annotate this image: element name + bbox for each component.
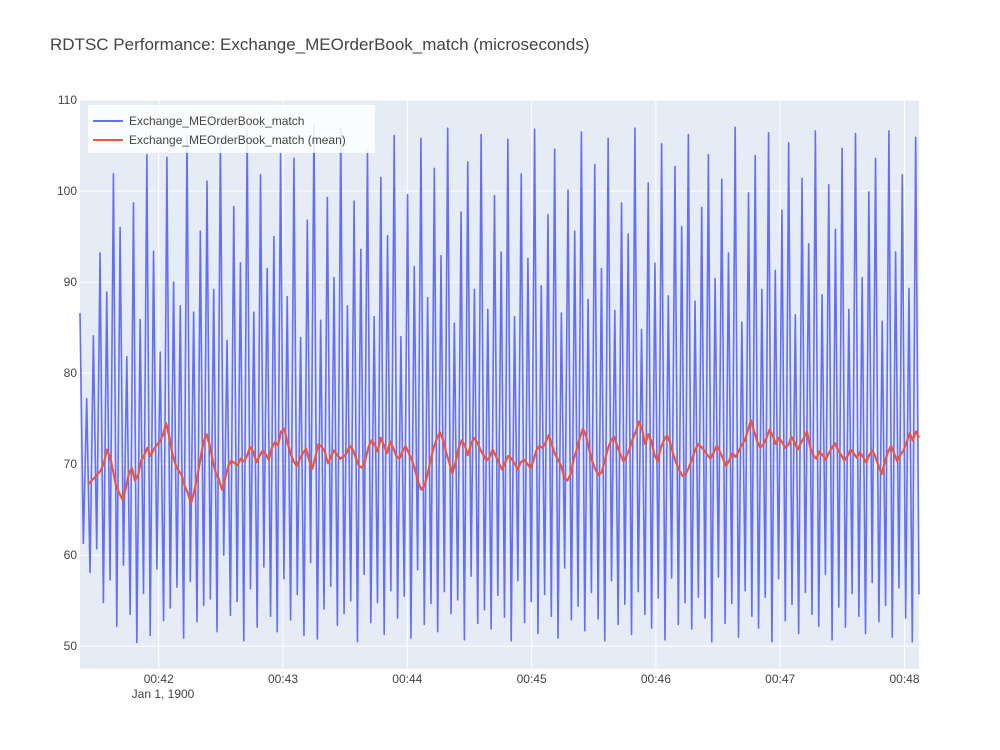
x-tick-label: 00:47 bbox=[765, 672, 795, 686]
x-tick-label: 00:45 bbox=[517, 672, 547, 686]
y-tick-label: 80 bbox=[64, 366, 78, 380]
x-tick-label: 00:42 bbox=[144, 672, 174, 686]
legend-background bbox=[88, 105, 375, 153]
series-layer bbox=[79, 124, 920, 644]
y-tick-label: 60 bbox=[64, 548, 78, 562]
legend-item-mean[interactable]: Exchange_MEOrderBook_match (mean) bbox=[93, 133, 346, 147]
series-line-mean bbox=[87, 419, 920, 505]
legend-label-raw: Exchange_MEOrderBook_match bbox=[129, 114, 304, 128]
x-tick-label: 00:43 bbox=[268, 672, 298, 686]
x-axis-date-label: Jan 1, 1900 bbox=[132, 687, 195, 701]
legend-label-mean: Exchange_MEOrderBook_match (mean) bbox=[129, 133, 346, 147]
x-tick-label: 00:44 bbox=[392, 672, 422, 686]
y-tick-label: 90 bbox=[64, 275, 78, 289]
y-tick-label: 70 bbox=[64, 457, 78, 471]
series-line-raw bbox=[79, 124, 920, 644]
x-tick-label: 00:48 bbox=[889, 672, 919, 686]
chart-title: RDTSC Performance: Exchange_MEOrderBook_… bbox=[50, 35, 589, 54]
y-tick-label: 110 bbox=[58, 93, 77, 107]
axis-layer: 50 60 70 80 90 100 110 00:42 00:43 00:44 00:45 00:4… bbox=[57, 93, 920, 686]
y-tick-label: 50 bbox=[64, 639, 78, 653]
y-tick-label: 100 bbox=[57, 184, 77, 198]
legend[interactable]: Exchange_MEOrderBook_match Exchange_MEOr… bbox=[88, 105, 375, 153]
x-tick-label: 00:46 bbox=[641, 672, 671, 686]
legend-item-raw[interactable]: Exchange_MEOrderBook_match bbox=[93, 114, 304, 128]
